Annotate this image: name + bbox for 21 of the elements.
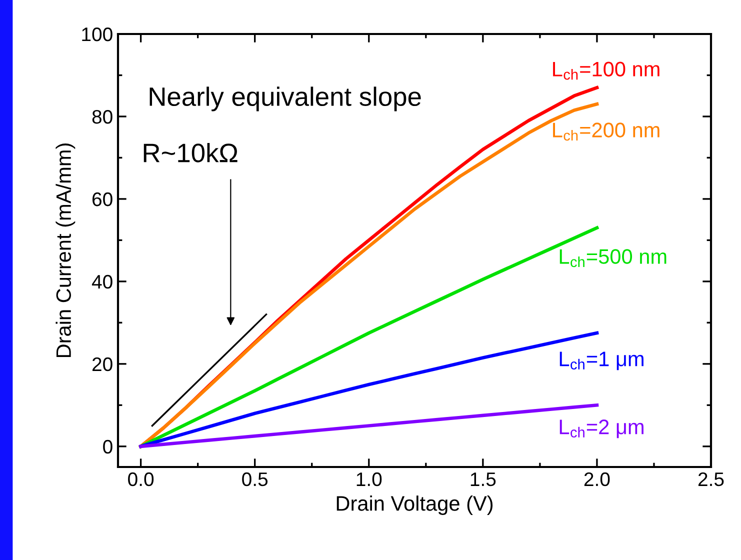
x-tick-label: 2.0 — [584, 472, 610, 486]
x-tick-label: 0.5 — [242, 472, 268, 486]
series-label: L$_{ch}$=200 nm — [553, 122, 660, 141]
x-tick-label: 0.0 — [128, 472, 154, 486]
series-label: L$_{ch}$=1 μm — [560, 352, 644, 370]
y-tick-label: 100 — [82, 27, 112, 42]
y-tick-label: 0 — [103, 440, 112, 454]
x-tick-label: 2.5 — [698, 472, 724, 486]
series-label: L$_{ch}$=2 μm — [560, 420, 644, 438]
y-tick-label: 80 — [92, 110, 112, 124]
annotation: Nearly equivalent slope — [150, 86, 421, 112]
x-axis-title: Drain Voltage (V) — [336, 496, 493, 515]
x-tick-label: 1.5 — [470, 472, 496, 486]
annotation: R~10kΩ — [144, 142, 238, 162]
x-tick-label: 1.0 — [356, 472, 382, 486]
series-label: L$_{ch}$=500 nm — [560, 249, 666, 268]
y-tick-label: 20 — [92, 357, 112, 372]
y-tick-label: 40 — [92, 274, 112, 289]
y-axis-title: Drain Current (mA/mm) — [56, 144, 76, 358]
series-label: L$_{ch}$=100 nm — [553, 62, 660, 80]
y-tick-label: 60 — [92, 192, 112, 206]
